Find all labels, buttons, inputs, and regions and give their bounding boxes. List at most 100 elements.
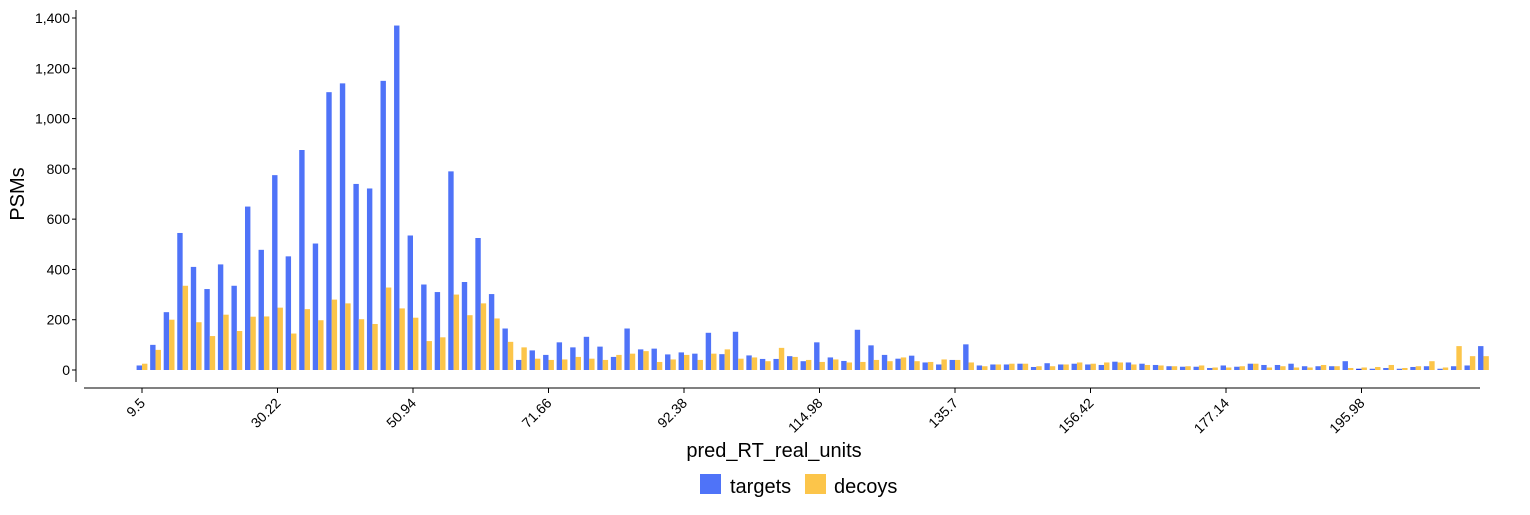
bar-decoys bbox=[521, 347, 527, 370]
bar-decoys bbox=[467, 315, 473, 370]
x-tick-label: 114.98 bbox=[785, 395, 826, 436]
bar-decoys bbox=[1253, 363, 1259, 370]
bar-targets bbox=[773, 358, 779, 370]
bar-targets bbox=[1329, 366, 1335, 370]
bar-targets bbox=[529, 350, 535, 370]
bar-decoys bbox=[711, 353, 717, 370]
bar-decoys bbox=[304, 309, 310, 370]
bar-targets bbox=[366, 188, 373, 370]
bar-decoys bbox=[291, 333, 297, 370]
bar-targets bbox=[217, 264, 224, 370]
x-tick-label: 9.5 bbox=[123, 395, 148, 420]
bar-targets bbox=[692, 353, 698, 370]
bar-targets bbox=[1207, 367, 1213, 370]
y-tick-label: 1,400 bbox=[35, 10, 70, 26]
bar-decoys bbox=[1117, 362, 1123, 370]
bar-decoys bbox=[1347, 367, 1354, 370]
bar-decoys bbox=[1402, 367, 1408, 370]
bar-decoys bbox=[1388, 364, 1394, 370]
bar-decoys bbox=[345, 303, 351, 370]
bar-targets bbox=[407, 235, 413, 370]
bar-targets bbox=[1383, 367, 1389, 370]
x-axis: 9.5 30.22 50.94 71.66 92.38 114.98 135.7 156.42… bbox=[84, 387, 1480, 436]
bar-targets bbox=[1315, 366, 1321, 370]
bar-targets bbox=[1261, 364, 1267, 370]
bar-targets bbox=[827, 357, 834, 370]
bar-decoys bbox=[670, 359, 676, 370]
bar-decoys bbox=[1429, 361, 1435, 370]
bar-targets bbox=[163, 312, 170, 370]
bar-decoys bbox=[724, 349, 731, 370]
bar-decoys bbox=[982, 366, 988, 370]
bar-targets bbox=[502, 328, 508, 370]
bar-decoys bbox=[155, 349, 161, 370]
bar-targets bbox=[488, 294, 495, 370]
bar-targets bbox=[1247, 363, 1254, 370]
bar-decoys bbox=[142, 363, 148, 370]
bar-targets bbox=[461, 282, 468, 370]
bar-decoys bbox=[846, 362, 852, 370]
bar-targets bbox=[1478, 346, 1484, 370]
bar-decoys bbox=[819, 361, 825, 370]
bar-targets bbox=[1437, 368, 1443, 370]
bar-targets bbox=[326, 92, 332, 371]
bar-decoys bbox=[209, 336, 216, 370]
bar-targets bbox=[1396, 368, 1403, 370]
x-axis-title: pred_RT_real_units bbox=[686, 440, 861, 462]
bar-decoys bbox=[331, 299, 338, 370]
bar-decoys bbox=[616, 354, 622, 370]
y-tick-label: 600 bbox=[47, 211, 71, 227]
bar-targets bbox=[1098, 364, 1105, 370]
bar-decoys bbox=[223, 314, 229, 370]
bar-decoys bbox=[1212, 367, 1218, 370]
bar-decoys bbox=[1320, 364, 1327, 370]
bar-targets bbox=[1003, 364, 1010, 370]
bar-decoys bbox=[277, 307, 283, 370]
bar-targets bbox=[1220, 365, 1226, 370]
bar-targets bbox=[1423, 366, 1430, 370]
bar-targets bbox=[1288, 363, 1294, 370]
bar-targets bbox=[583, 336, 590, 370]
bar-targets bbox=[922, 362, 928, 370]
bar-decoys bbox=[548, 359, 554, 370]
bar-decoys bbox=[1104, 362, 1110, 370]
bar-targets bbox=[272, 175, 278, 370]
bar-targets bbox=[1071, 363, 1077, 370]
bar-decoys bbox=[562, 359, 568, 370]
bar-decoys bbox=[1334, 366, 1340, 370]
legend-swatch-targets bbox=[700, 474, 721, 494]
bar-targets bbox=[1342, 361, 1348, 370]
bar-targets bbox=[597, 346, 603, 370]
bar-targets bbox=[285, 256, 292, 370]
bar-decoys bbox=[765, 361, 771, 370]
bar-decoys bbox=[873, 359, 880, 370]
bar-targets bbox=[1274, 364, 1281, 370]
bar-decoys bbox=[385, 287, 392, 370]
bar-targets bbox=[1112, 361, 1118, 370]
legend-label-targets: targets bbox=[730, 476, 791, 498]
bar-targets bbox=[1044, 363, 1050, 370]
bar-targets bbox=[976, 365, 983, 370]
bar-targets bbox=[1125, 362, 1132, 370]
bar-decoys bbox=[358, 319, 365, 370]
bar-targets bbox=[475, 238, 481, 370]
bar-targets bbox=[136, 365, 142, 370]
bar-decoys bbox=[1076, 362, 1083, 370]
bar-targets bbox=[204, 289, 210, 370]
bar-decoys bbox=[1090, 363, 1096, 370]
bar-targets bbox=[800, 361, 806, 370]
bar-decoys bbox=[927, 361, 934, 370]
bar-decoys bbox=[494, 318, 500, 370]
bar-targets bbox=[312, 243, 319, 370]
bar-decoys bbox=[1361, 367, 1367, 370]
bar-decoys bbox=[1158, 365, 1164, 370]
bar-decoys bbox=[995, 364, 1002, 370]
bar-decoys bbox=[507, 341, 514, 370]
bar-targets bbox=[150, 344, 156, 370]
y-tick-label: 800 bbox=[47, 161, 71, 177]
bar-targets bbox=[1369, 368, 1376, 370]
bar-targets bbox=[787, 356, 793, 370]
bar-targets bbox=[610, 356, 617, 370]
bar-decoys bbox=[1415, 366, 1422, 370]
bar-targets bbox=[624, 328, 630, 370]
